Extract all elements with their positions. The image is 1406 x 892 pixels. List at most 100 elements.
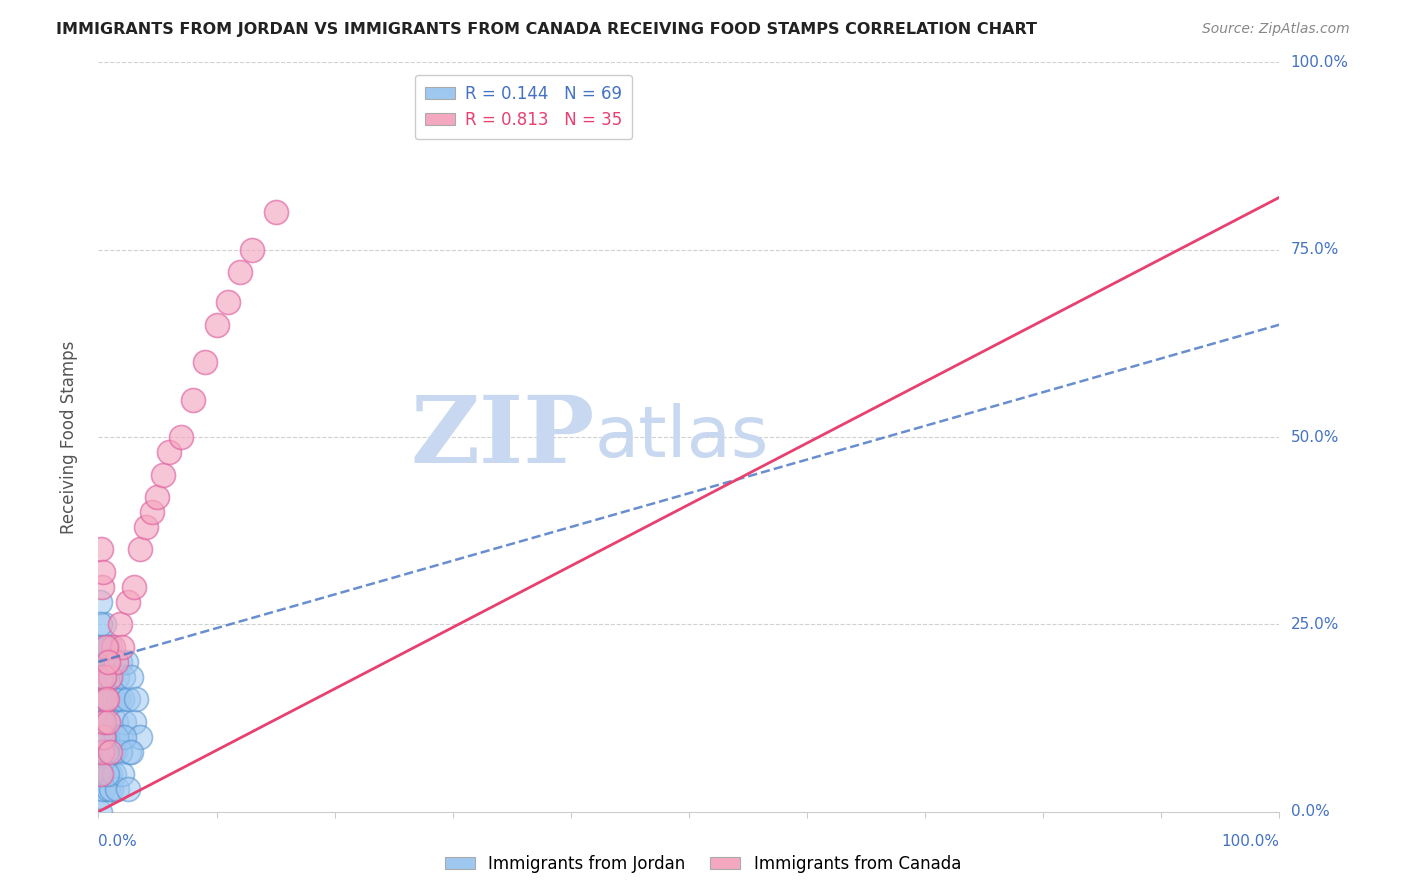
Point bbox=[96, 730, 118, 744]
Point bbox=[111, 692, 134, 706]
Text: 75.0%: 75.0% bbox=[1291, 243, 1339, 257]
Point bbox=[112, 714, 135, 729]
Point bbox=[94, 640, 117, 654]
Point bbox=[90, 745, 112, 759]
Point bbox=[141, 505, 163, 519]
Text: 0.0%: 0.0% bbox=[1291, 805, 1329, 819]
Text: Source: ZipAtlas.com: Source: ZipAtlas.com bbox=[1202, 22, 1350, 37]
Point bbox=[114, 655, 136, 669]
Point bbox=[112, 730, 135, 744]
Point bbox=[94, 655, 117, 669]
Point bbox=[98, 670, 121, 684]
Point bbox=[89, 595, 111, 609]
Point bbox=[105, 730, 128, 744]
Point bbox=[217, 295, 239, 310]
Point bbox=[121, 745, 143, 759]
Point bbox=[97, 655, 120, 669]
Point bbox=[146, 490, 169, 504]
Point bbox=[91, 730, 114, 744]
Point bbox=[94, 692, 117, 706]
Point bbox=[117, 595, 139, 609]
Point bbox=[105, 782, 128, 797]
Point bbox=[152, 467, 174, 482]
Point bbox=[170, 430, 193, 444]
Point bbox=[91, 565, 114, 579]
Point bbox=[91, 730, 114, 744]
Point bbox=[91, 745, 114, 759]
Text: 50.0%: 50.0% bbox=[1291, 430, 1339, 444]
Point bbox=[91, 692, 114, 706]
Point bbox=[125, 692, 148, 706]
Point bbox=[90, 670, 112, 684]
Text: 100.0%: 100.0% bbox=[1291, 55, 1348, 70]
Point bbox=[97, 714, 120, 729]
Point bbox=[91, 714, 114, 729]
Point bbox=[89, 767, 111, 781]
Point bbox=[89, 805, 111, 819]
Point bbox=[121, 670, 143, 684]
Point bbox=[93, 730, 115, 744]
Point bbox=[105, 670, 128, 684]
Point bbox=[105, 655, 128, 669]
Point bbox=[128, 730, 150, 744]
Point bbox=[101, 655, 124, 669]
Point bbox=[98, 692, 121, 706]
Point bbox=[91, 767, 114, 781]
Point bbox=[98, 745, 121, 759]
Point bbox=[100, 670, 122, 684]
Point bbox=[108, 745, 131, 759]
Point bbox=[96, 640, 118, 654]
Point bbox=[118, 745, 141, 759]
Point bbox=[97, 782, 120, 797]
Point bbox=[98, 655, 121, 669]
Point bbox=[194, 355, 217, 369]
Point bbox=[107, 692, 129, 706]
Point bbox=[90, 640, 112, 654]
Point bbox=[229, 265, 252, 279]
Text: 0.0%: 0.0% bbox=[98, 834, 138, 849]
Point bbox=[90, 789, 112, 804]
Point bbox=[89, 617, 111, 632]
Point bbox=[181, 392, 204, 407]
Point bbox=[108, 617, 131, 632]
Point bbox=[128, 542, 150, 557]
Point bbox=[97, 670, 120, 684]
Point bbox=[93, 745, 115, 759]
Point bbox=[117, 692, 139, 706]
Point bbox=[94, 767, 117, 781]
Point bbox=[94, 745, 117, 759]
Point bbox=[91, 640, 114, 654]
Point bbox=[122, 580, 145, 594]
Point bbox=[93, 670, 115, 684]
Point bbox=[93, 745, 115, 759]
Text: ZIP: ZIP bbox=[411, 392, 595, 482]
Point bbox=[103, 692, 125, 706]
Point bbox=[93, 617, 115, 632]
Y-axis label: Receiving Food Stamps: Receiving Food Stamps bbox=[59, 341, 77, 533]
Text: IMMIGRANTS FROM JORDAN VS IMMIGRANTS FROM CANADA RECEIVING FOOD STAMPS CORRELATI: IMMIGRANTS FROM JORDAN VS IMMIGRANTS FRO… bbox=[56, 22, 1038, 37]
Point bbox=[90, 542, 112, 557]
Point bbox=[96, 692, 118, 706]
Point bbox=[103, 767, 125, 781]
Legend: R = 0.144   N = 69, R = 0.813   N = 35: R = 0.144 N = 69, R = 0.813 N = 35 bbox=[415, 75, 633, 139]
Point bbox=[96, 730, 118, 744]
Point bbox=[94, 692, 117, 706]
Point bbox=[101, 640, 124, 654]
Point bbox=[90, 767, 112, 781]
Point bbox=[100, 782, 122, 797]
Text: 100.0%: 100.0% bbox=[1222, 834, 1279, 849]
Point bbox=[157, 445, 180, 459]
Point bbox=[91, 670, 114, 684]
Point bbox=[111, 767, 134, 781]
Point bbox=[135, 520, 157, 534]
Point bbox=[90, 655, 112, 669]
Point bbox=[98, 640, 121, 654]
Point bbox=[98, 767, 121, 781]
Point bbox=[91, 580, 114, 594]
Point bbox=[240, 243, 263, 257]
Point bbox=[105, 714, 128, 729]
Point bbox=[104, 745, 127, 759]
Point bbox=[97, 714, 120, 729]
Point bbox=[205, 318, 228, 332]
Point bbox=[93, 714, 115, 729]
